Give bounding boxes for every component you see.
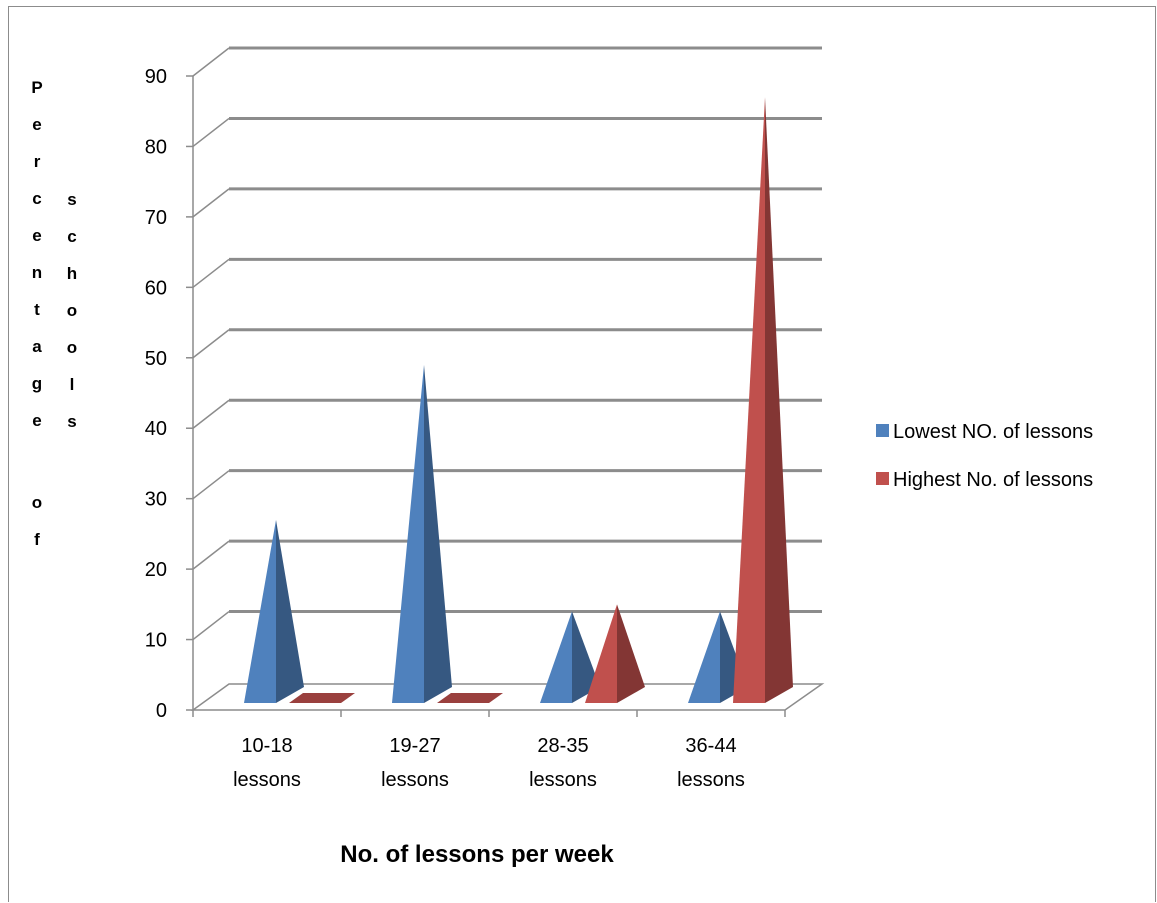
- legend-label: Lowest NO. of lessons: [893, 421, 1093, 443]
- y-axis-title-letter: e: [32, 115, 41, 134]
- bar-lowest-0: [244, 519, 276, 703]
- gridline-side: [192, 470, 230, 500]
- x-category-label: 10-18: [241, 735, 292, 757]
- x-category-label: lessons: [381, 769, 449, 791]
- bar-highest-1: [437, 693, 503, 703]
- gridline-side: [192, 188, 230, 218]
- gridline-side: [192, 258, 230, 288]
- gridline-side: [192, 399, 230, 429]
- y-tick-label: 30: [145, 489, 167, 511]
- y-axis-title-letter: s: [67, 412, 76, 431]
- y-axis-title-letter: t: [34, 300, 40, 319]
- y-axis-title-letter: s: [67, 190, 76, 209]
- x-category-label: lessons: [677, 769, 745, 791]
- y-axis-title-letter: e: [32, 411, 41, 430]
- gridline-side: [192, 117, 230, 148]
- chart-frame: [8, 6, 1156, 902]
- x-category-label: lessons: [529, 769, 597, 791]
- y-tick-label: 10: [145, 630, 167, 652]
- legend-swatch: [876, 472, 889, 485]
- bar-lowest-1: [392, 364, 424, 703]
- y-axis-title-letter: c: [67, 227, 76, 246]
- x-category-label: lessons: [233, 769, 301, 791]
- y-axis-title-letter: e: [32, 226, 41, 245]
- y-tick-label: 80: [145, 136, 167, 158]
- y-tick-label: 20: [145, 559, 167, 581]
- x-category-label: 36-44: [685, 735, 736, 757]
- legend-swatch: [876, 424, 889, 437]
- bar-highest-2: [585, 604, 617, 703]
- gridline-side: [192, 540, 230, 570]
- y-tick-label: 90: [145, 66, 167, 88]
- y-axis-title-letter: a: [32, 337, 42, 356]
- gridline-side: [192, 610, 230, 641]
- y-axis-title-letter: P: [31, 78, 42, 97]
- x-axis-title: No. of lessons per week: [340, 841, 614, 868]
- y-axis-title-letter: o: [67, 301, 77, 320]
- bar-highest-2-side: [617, 604, 645, 703]
- y-axis-title-letter: r: [34, 152, 41, 171]
- gridline-side: [192, 329, 230, 359]
- chart-floor: [190, 683, 825, 711]
- y-axis-title-letter: o: [32, 493, 42, 512]
- y-tick-label: 50: [145, 348, 167, 370]
- y-axis-title-letter: h: [67, 264, 77, 283]
- y-tick-label: 40: [145, 418, 167, 440]
- y-tick-label: 60: [145, 277, 167, 299]
- bar-lowest-0-side: [276, 519, 304, 703]
- y-axis-title-letter: n: [32, 263, 42, 282]
- bar-lowest-3: [688, 611, 720, 703]
- y-axis-title-letter: l: [70, 375, 75, 394]
- x-category-label: 19-27: [389, 735, 440, 757]
- bar-highest-0: [289, 693, 355, 703]
- gridline-side: [192, 47, 230, 77]
- y-axis-title-letter: c: [32, 189, 41, 208]
- y-tick-label: 0: [156, 700, 167, 722]
- y-tick-label: 70: [145, 207, 167, 229]
- y-axis-title-letter: f: [34, 530, 40, 549]
- bar-highest-3: [733, 97, 765, 703]
- legend-label: Highest No. of lessons: [893, 469, 1093, 491]
- x-category-label: 28-35: [537, 735, 588, 757]
- y-axis-title-letter: g: [32, 374, 42, 393]
- bar-highest-3-side: [765, 97, 793, 703]
- y-axis-title-letter: o: [67, 338, 77, 357]
- bar-lowest-1-side: [424, 364, 452, 703]
- bar-lowest-2: [540, 611, 572, 703]
